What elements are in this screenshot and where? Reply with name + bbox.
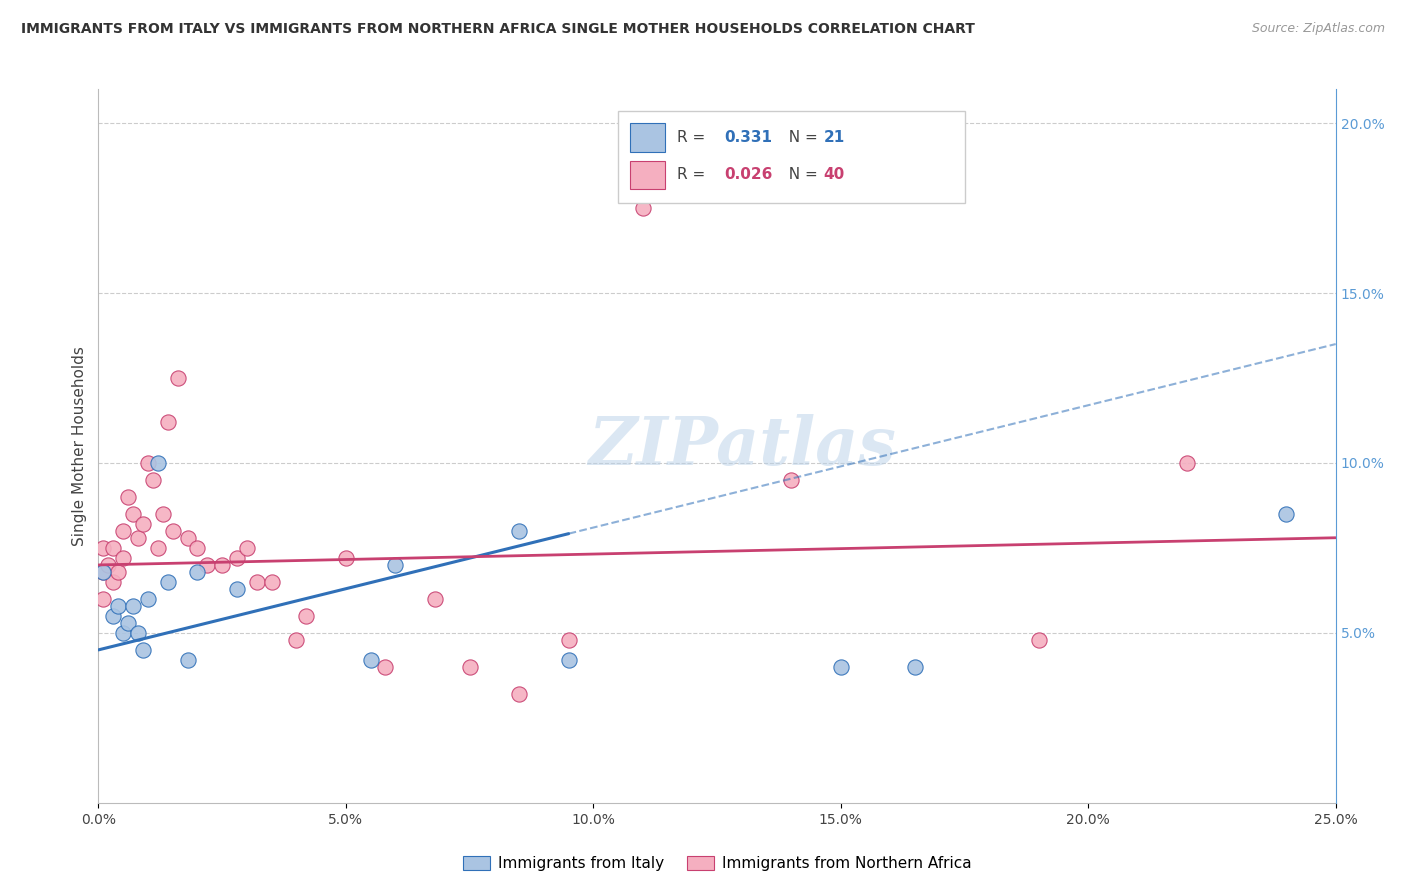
Point [904,660,927,674]
Point [132,643,155,657]
Point [1175,456,1198,470]
Point [136,591,159,606]
Text: ZIPatlas: ZIPatlas [588,414,896,478]
Point [557,632,579,647]
Point [1275,507,1298,521]
Point [423,591,446,606]
Point [1028,632,1050,647]
Point [122,507,145,521]
Point [162,524,184,538]
Point [374,660,396,674]
Point [285,632,308,647]
Point [335,551,357,566]
Point [103,541,125,555]
Y-axis label: Single Mother Households: Single Mother Households [72,346,87,546]
Text: 0.331: 0.331 [724,130,772,145]
Text: N =: N = [779,168,823,182]
Text: R =: R = [678,168,710,182]
Point [132,517,155,532]
Point [127,531,149,545]
Point [295,608,318,623]
Point [458,660,481,674]
Point [631,201,654,215]
Point [830,660,852,674]
Point [156,415,179,429]
Point [117,490,139,504]
Point [260,574,283,589]
Point [122,599,145,613]
Point [142,473,165,487]
Point [176,653,198,667]
Point [166,371,188,385]
Point [508,524,530,538]
Point [508,687,530,701]
Point [112,551,135,566]
Point [136,456,159,470]
Point [384,558,406,572]
FancyBboxPatch shape [630,123,665,152]
Text: N =: N = [779,130,823,145]
FancyBboxPatch shape [619,111,965,203]
Point [152,507,174,521]
Point [93,565,115,579]
Point [127,626,149,640]
Point [93,565,115,579]
Point [226,551,249,566]
Point [93,541,115,555]
Text: R =: R = [678,130,710,145]
Point [112,626,135,640]
Legend: Immigrants from Italy, Immigrants from Northern Africa: Immigrants from Italy, Immigrants from N… [457,850,977,877]
Point [156,574,179,589]
Point [97,558,120,572]
Point [103,574,125,589]
Point [176,531,198,545]
Text: 21: 21 [824,130,845,145]
Point [107,565,129,579]
Point [117,615,139,630]
Point [211,558,233,572]
Point [557,653,579,667]
Text: 0.026: 0.026 [724,168,773,182]
Point [103,608,125,623]
Point [146,456,169,470]
Point [246,574,269,589]
Point [780,473,803,487]
Point [146,541,169,555]
Point [112,524,135,538]
Point [195,558,218,572]
Text: 40: 40 [824,168,845,182]
Point [236,541,259,555]
Point [226,582,249,596]
Point [93,591,115,606]
Point [186,541,208,555]
Point [360,653,382,667]
Point [186,565,208,579]
Point [107,599,129,613]
FancyBboxPatch shape [630,161,665,189]
Text: Source: ZipAtlas.com: Source: ZipAtlas.com [1251,22,1385,36]
Text: IMMIGRANTS FROM ITALY VS IMMIGRANTS FROM NORTHERN AFRICA SINGLE MOTHER HOUSEHOLD: IMMIGRANTS FROM ITALY VS IMMIGRANTS FROM… [21,22,974,37]
